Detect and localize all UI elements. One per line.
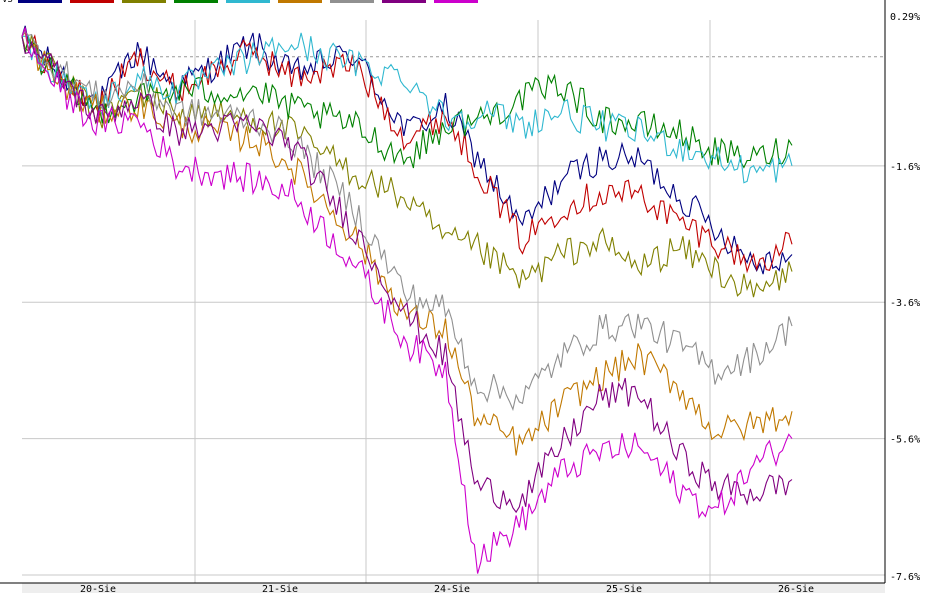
series-line-8 [21,36,793,514]
legend-swatch [330,0,374,3]
x-tick-label: 21-Sie [262,584,298,593]
legend-swatch [174,0,218,3]
legend-swatch [226,0,270,3]
x-tick-label: 20-Sie [80,584,116,593]
x-tick-label: 25-Sie [606,584,642,593]
series-line-9 [21,27,793,574]
x-tick-label: 26-Sie [778,584,814,593]
series-line-1 [21,25,793,275]
legend-swatch [18,0,62,3]
vertical-grid [194,20,711,583]
series-line-2 [21,26,793,274]
horizontal-grid [22,165,885,576]
series-line-5 [22,32,793,184]
legend-swatch [278,0,322,3]
y-tick-label: -3.6% [890,298,920,309]
x-tick-label: 24-Sie [434,584,470,593]
x-tick-labels: 20-Sie 21-Sie 24-Sie 25-Sie 26-Sie [80,584,814,593]
y-tick-label: -7.6% [890,572,920,583]
series-line-4 [21,36,793,169]
legend-swatch [122,0,166,3]
series-line-7 [21,30,793,412]
legend-swatch [70,0,114,3]
series-lines [21,25,793,574]
legend-first-label: VS [2,0,13,5]
y-tick-labels: 0.29% -1.6% -3.6% -5.6% -7.6% [890,12,920,583]
y-tick-label: 0.29% [890,12,920,23]
y-tick-label: -1.6% [890,162,920,173]
x-axis-band [22,583,885,593]
y-tick-label: -5.6% [890,435,920,446]
legend: VS [2,0,478,5]
legend-swatch [382,0,426,3]
legend-swatch [434,0,478,3]
